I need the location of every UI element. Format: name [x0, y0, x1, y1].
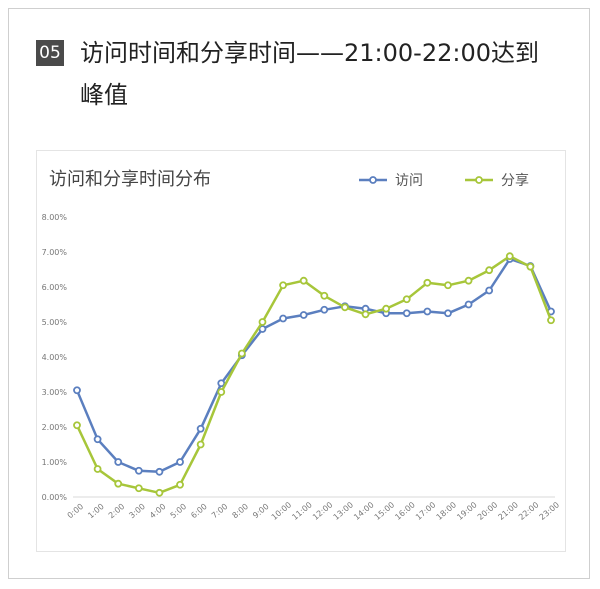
x-tick-label: 12:00: [311, 500, 334, 522]
y-tick-label: 5.00%: [42, 318, 68, 327]
data-point-visit: [485, 286, 494, 295]
x-tick-label: 16:00: [393, 500, 416, 522]
x-tick-label: 2:00: [107, 502, 127, 520]
data-point-share: [237, 349, 246, 358]
legend-marker-share: [475, 176, 483, 184]
headline: 访问时间和分享时间——21:00-22:00达到峰值: [80, 39, 539, 109]
x-tick-label: 13:00: [332, 500, 355, 522]
data-point-visit: [73, 386, 81, 395]
data-point-share: [258, 318, 267, 326]
data-point-share: [547, 316, 555, 325]
x-tick-label: 8:00: [230, 502, 250, 520]
data-point-visit: [93, 435, 102, 444]
data-point-share: [444, 281, 452, 290]
chart-legend: 访问 分享: [359, 172, 529, 189]
x-tick-label: 22:00: [517, 500, 540, 522]
data-point-share: [526, 262, 535, 271]
section-number-badge: 05: [36, 40, 64, 66]
x-tick-label: 6:00: [189, 502, 209, 520]
data-point-share: [382, 304, 391, 313]
data-point-share: [134, 484, 143, 493]
x-tick-label: 10:00: [270, 500, 293, 522]
y-tick-label: 7.00%: [42, 248, 68, 257]
data-point-visit: [258, 325, 267, 333]
y-tick-label: 1.00%: [42, 458, 68, 467]
series-line-visit: [75, 257, 553, 474]
y-tick-label: 0.00%: [42, 493, 68, 502]
data-point-visit: [196, 424, 205, 433]
data-point-visit: [402, 309, 411, 318]
data-point-share: [93, 465, 102, 473]
data-point-share: [485, 266, 494, 275]
data-point-visit: [464, 300, 473, 309]
x-tick-label: 5:00: [169, 502, 189, 520]
chart-title: 访问和分享时间分布: [49, 169, 211, 190]
data-point-visit: [134, 466, 143, 475]
legend-marker-visit: [369, 176, 377, 184]
data-point-share: [505, 252, 514, 261]
data-point-visit: [423, 307, 432, 316]
x-tick-label: 14:00: [352, 500, 375, 522]
data-point-share: [176, 480, 184, 489]
data-point-share: [73, 421, 81, 430]
legend-label-share: 分享: [501, 172, 529, 189]
x-tick-label: 11:00: [290, 500, 313, 522]
chart-panel: 访问和分享时间分布 访问 分享 0.00% 1.00% 2.00% 3.00% 4.00…: [36, 150, 566, 552]
data-point-share: [361, 310, 370, 319]
x-tick-label: 19:00: [455, 500, 478, 522]
data-point-share: [114, 479, 123, 488]
data-point-visit: [155, 467, 164, 476]
image-frame: [8, 8, 590, 579]
data-point-share: [217, 388, 226, 396]
series-line-share: [75, 254, 553, 495]
data-point-share: [464, 276, 473, 285]
data-point-visit: [444, 309, 452, 318]
x-tick-label: 23:00: [538, 500, 561, 522]
x-tick-label: 20:00: [476, 500, 499, 522]
y-tick-label: 3.00%: [42, 388, 68, 397]
chart-axes: 0.00% 1.00% 2.00% 3.00% 4.00% 5.00% 6.00% 7.00%…: [42, 213, 562, 522]
legend-label-visit: 访问: [395, 173, 423, 189]
data-point-share: [299, 276, 308, 285]
x-tick-label: 1:00: [86, 502, 106, 520]
data-point-visit: [320, 305, 329, 314]
x-tick-label: 21:00: [496, 500, 519, 522]
data-point-share: [341, 303, 349, 312]
x-tick-label: 17:00: [414, 500, 437, 522]
data-point-share: [402, 295, 411, 304]
x-tick-label: 4:00: [148, 502, 168, 520]
y-tick-label: 4.00%: [42, 353, 68, 362]
y-tick-label: 2.00%: [42, 423, 68, 432]
data-point-visit: [279, 314, 287, 323]
x-tick-label: 3:00: [127, 502, 147, 520]
data-point-share: [155, 488, 164, 497]
data-point-share: [320, 291, 329, 300]
data-point-share: [196, 440, 205, 449]
y-tick-label: 8.00%: [42, 213, 68, 222]
chart-plot-area: [73, 252, 555, 497]
data-point-visit: [299, 311, 308, 319]
data-point-visit: [217, 379, 226, 388]
data-point-share: [279, 281, 287, 290]
x-tick-label: 9:00: [251, 502, 271, 520]
x-tick-label: 0:00: [66, 502, 86, 520]
data-point-visit: [176, 458, 184, 466]
data-point-visit: [114, 458, 123, 466]
y-tick-label: 6.00%: [42, 283, 68, 292]
data-point-share: [423, 278, 432, 287]
line-chart: 访问和分享时间分布 访问 分享 0.00% 1.00% 2.00% 3.00% 4.00…: [42, 169, 562, 522]
x-tick-label: 18:00: [435, 500, 458, 522]
x-tick-label: 15:00: [373, 500, 396, 522]
x-tick-label: 7:00: [210, 502, 230, 520]
